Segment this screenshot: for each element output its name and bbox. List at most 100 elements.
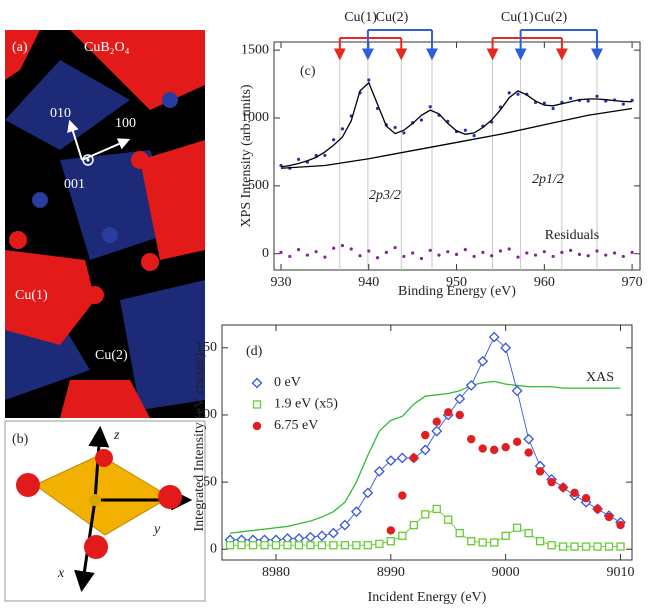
- data-point: [402, 255, 405, 258]
- atom: [89, 494, 101, 506]
- data-point: [473, 255, 476, 258]
- data-point: [421, 431, 429, 439]
- data-point: [605, 513, 613, 521]
- data-point: [323, 256, 326, 259]
- x-tick-label: 8980: [262, 565, 290, 580]
- data-point: [250, 542, 257, 549]
- data-point: [433, 505, 440, 512]
- data-point: [560, 543, 567, 550]
- series-line: [281, 83, 632, 167]
- y-axis-label: XPS Intensity (arb. units): [239, 84, 254, 227]
- data-point: [317, 531, 326, 540]
- data-point: [525, 251, 528, 254]
- data-point: [394, 126, 397, 129]
- x-tick-label: 930: [271, 275, 292, 290]
- data-point: [478, 357, 487, 366]
- data-point: [490, 254, 493, 257]
- data-point: [559, 483, 567, 491]
- legend-label: 6.75 eV: [274, 418, 318, 433]
- x-tick-label: 970: [622, 275, 643, 290]
- annotation: 2p3/2: [369, 188, 401, 203]
- atom: [86, 286, 104, 304]
- data-point: [508, 247, 511, 250]
- data-point: [622, 103, 625, 106]
- data-point: [323, 154, 326, 157]
- data-point: [341, 244, 344, 247]
- atom: [102, 227, 118, 243]
- data-point: [513, 386, 522, 395]
- legend-marker: [254, 401, 261, 408]
- data-point: [261, 542, 268, 549]
- data-point: [571, 543, 578, 550]
- x-tick-label: 9010: [607, 565, 635, 580]
- data-point: [402, 131, 405, 134]
- y-tick-label: 1500: [241, 42, 269, 57]
- x-axis-label: Binding Energy (eV): [398, 284, 516, 299]
- data-point: [445, 516, 452, 523]
- panel-label: (d): [246, 344, 263, 359]
- data-point: [560, 251, 563, 254]
- legend-label: 1.9 eV (x5): [274, 397, 338, 412]
- data-point: [622, 255, 625, 258]
- data-point: [514, 524, 521, 531]
- data-point: [569, 249, 572, 252]
- data-point: [536, 467, 544, 475]
- data-point: [364, 542, 371, 549]
- data-point: [306, 253, 309, 256]
- data-point: [398, 491, 406, 499]
- data-point: [297, 158, 300, 161]
- data-point: [411, 251, 414, 254]
- legend-label: 0 eV: [274, 375, 301, 390]
- data-point: [315, 250, 318, 253]
- data-point: [508, 91, 511, 94]
- site-label: Cu(2): [534, 10, 567, 25]
- site-label: Cu(1): [344, 10, 377, 25]
- data-point: [582, 494, 590, 502]
- site-label: Cu(1): [15, 288, 48, 303]
- data-point: [499, 249, 502, 252]
- data-point: [420, 118, 423, 121]
- data-point: [446, 250, 449, 253]
- data-point: [429, 105, 432, 108]
- data-point: [543, 250, 546, 253]
- atom: [32, 192, 48, 208]
- legend-marker: [253, 422, 261, 430]
- data-point: [279, 251, 282, 254]
- data-point: [524, 448, 532, 456]
- data-point: [516, 93, 519, 96]
- axis-name: x: [57, 566, 65, 581]
- site-label: Cu(2): [376, 10, 409, 25]
- data-point: [569, 97, 572, 100]
- data-point: [617, 543, 624, 550]
- data-point: [332, 138, 335, 141]
- data-point: [467, 435, 475, 443]
- panel-label: (c): [300, 64, 316, 79]
- data-point: [306, 533, 315, 542]
- data-point: [456, 411, 464, 419]
- data-point: [593, 505, 601, 513]
- data-point: [238, 542, 245, 549]
- data-point: [272, 542, 279, 549]
- data-point: [491, 539, 498, 546]
- data-point: [433, 417, 441, 425]
- data-point: [387, 538, 394, 545]
- y-tick-label: 0: [210, 541, 217, 556]
- data-point: [552, 107, 555, 110]
- data-point: [552, 255, 555, 258]
- data-point: [410, 522, 417, 529]
- data-point: [376, 540, 383, 547]
- data-point: [288, 255, 291, 258]
- data-point: [432, 427, 441, 436]
- axis-name: z: [113, 428, 120, 443]
- axis-name: y: [152, 522, 161, 537]
- y-axis-label: Integrated Intensity (eV cts/sec): [192, 352, 207, 531]
- data-point: [410, 454, 418, 462]
- data-point: [479, 444, 487, 452]
- data-point: [394, 246, 397, 249]
- data-point: [468, 538, 475, 545]
- data-point: [473, 134, 476, 137]
- data-point: [284, 542, 291, 549]
- data-point: [376, 256, 379, 259]
- data-point: [516, 256, 519, 259]
- data-point: [613, 251, 616, 254]
